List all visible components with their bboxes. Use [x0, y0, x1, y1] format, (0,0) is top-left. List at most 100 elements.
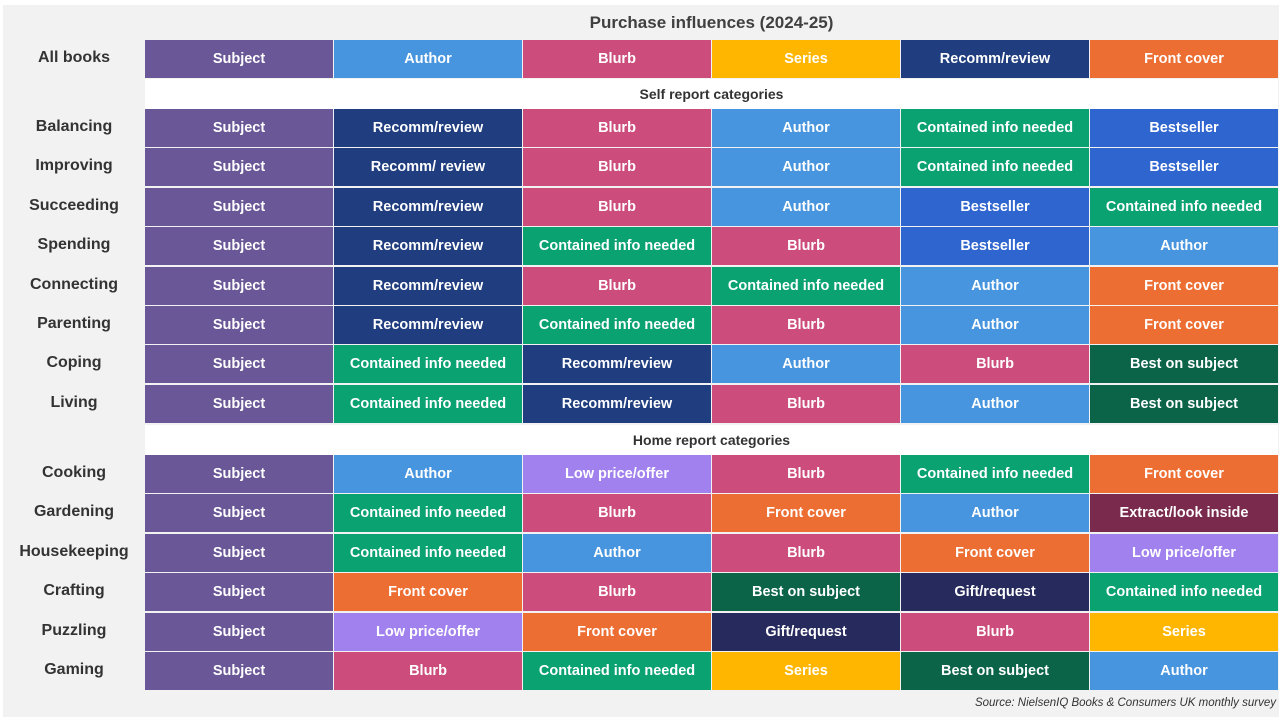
cell-coping-rank-5: Blurb — [901, 345, 1089, 383]
cell-housekeeping-rank-5: Front cover — [901, 534, 1089, 572]
cell-housekeeping-rank-1: Subject — [145, 534, 333, 572]
cell-gaming-rank-3: Contained info needed — [523, 652, 711, 690]
cell-coping-rank-4: Author — [712, 345, 900, 383]
section-heading-home-report-categories: Home report categories — [145, 425, 1278, 455]
cell-gardening-rank-4: Front cover — [712, 494, 900, 532]
cell-gardening-rank-2: Contained info needed — [334, 494, 522, 532]
section-heading-self-report-categories: Self report categories — [145, 79, 1278, 109]
cell-all-books-rank-4: Series — [712, 40, 900, 78]
cell-puzzling-rank-5: Blurb — [901, 613, 1089, 651]
cell-balancing-rank-4: Author — [712, 109, 900, 147]
cell-connecting-rank-1: Subject — [145, 267, 333, 305]
row-label-connecting: Connecting — [30, 276, 118, 293]
row-label-parenting: Parenting — [37, 315, 111, 332]
cell-coping-rank-2: Contained info needed — [334, 345, 522, 383]
row-label-gaming: Gaming — [44, 661, 104, 678]
row-label-coping: Coping — [46, 354, 102, 371]
cell-living-rank-5: Author — [901, 385, 1089, 423]
cell-all-books-rank-5: Recomm/review — [901, 40, 1089, 78]
cell-spending-rank-5: Bestseller — [901, 227, 1089, 265]
row-label-puzzling: Puzzling — [41, 622, 107, 639]
cell-gardening-rank-1: Subject — [145, 494, 333, 532]
cell-cooking-rank-4: Blurb — [712, 455, 900, 493]
cell-connecting-rank-4: Contained info needed — [712, 267, 900, 305]
cell-crafting-rank-3: Blurb — [523, 573, 711, 611]
cell-puzzling-rank-4: Gift/request — [712, 613, 900, 651]
cell-parenting-rank-6: Front cover — [1090, 306, 1278, 344]
row-label-spending: Spending — [37, 236, 111, 253]
cell-balancing-rank-5: Contained info needed — [901, 109, 1089, 147]
cell-living-rank-3: Recomm/review — [523, 385, 711, 423]
cell-improving-rank-4: Author — [712, 148, 900, 186]
cell-improving-rank-5: Contained info needed — [901, 148, 1089, 186]
cell-living-rank-1: Subject — [145, 385, 333, 423]
cell-improving-rank-2: Recomm/ review — [334, 148, 522, 186]
cell-housekeeping-rank-2: Contained info needed — [334, 534, 522, 572]
source-note: Source: NielsenIQ Books & Consumers UK m… — [974, 697, 1276, 709]
cell-spending-rank-6: Author — [1090, 227, 1278, 265]
cell-housekeeping-rank-4: Blurb — [712, 534, 900, 572]
cell-puzzling-rank-6: Series — [1090, 613, 1278, 651]
cell-living-rank-2: Contained info needed — [334, 385, 522, 423]
cell-succeeding-rank-1: Subject — [145, 188, 333, 226]
cell-succeeding-rank-5: Bestseller — [901, 188, 1089, 226]
row-label-cooking: Cooking — [42, 464, 106, 481]
cell-spending-rank-1: Subject — [145, 227, 333, 265]
cell-parenting-rank-4: Blurb — [712, 306, 900, 344]
cell-improving-rank-1: Subject — [145, 148, 333, 186]
cell-succeeding-rank-4: Author — [712, 188, 900, 226]
cell-cooking-rank-6: Front cover — [1090, 455, 1278, 493]
cell-gardening-rank-5: Author — [901, 494, 1089, 532]
cell-housekeeping-rank-6: Low price/offer — [1090, 534, 1278, 572]
row-label-balancing: Balancing — [35, 118, 113, 135]
cell-connecting-rank-2: Recomm/review — [334, 267, 522, 305]
cell-connecting-rank-3: Blurb — [523, 267, 711, 305]
cell-crafting-rank-2: Front cover — [334, 573, 522, 611]
cell-balancing-rank-3: Blurb — [523, 109, 711, 147]
row-label-living: Living — [50, 394, 98, 411]
cell-coping-rank-3: Recomm/review — [523, 345, 711, 383]
cell-crafting-rank-1: Subject — [145, 573, 333, 611]
cell-all-books-rank-1: Subject — [145, 40, 333, 78]
row-label-crafting: Crafting — [43, 582, 105, 599]
cell-coping-rank-6: Best on subject — [1090, 345, 1278, 383]
cell-all-books-rank-2: Author — [334, 40, 522, 78]
cell-balancing-rank-2: Recomm/review — [334, 109, 522, 147]
cell-gaming-rank-6: Author — [1090, 652, 1278, 690]
cell-living-rank-6: Best on subject — [1090, 385, 1278, 423]
cell-gaming-rank-4: Series — [712, 652, 900, 690]
cell-cooking-rank-3: Low price/offer — [523, 455, 711, 493]
cell-parenting-rank-3: Contained info needed — [523, 306, 711, 344]
row-label-gardening: Gardening — [33, 503, 114, 520]
cell-gaming-rank-1: Subject — [145, 652, 333, 690]
cell-cooking-rank-1: Subject — [145, 455, 333, 493]
cell-puzzling-rank-1: Subject — [145, 613, 333, 651]
cell-gaming-rank-5: Best on subject — [901, 652, 1089, 690]
cell-all-books-rank-6: Front cover — [1090, 40, 1278, 78]
cell-connecting-rank-6: Front cover — [1090, 267, 1278, 305]
cell-balancing-rank-6: Bestseller — [1090, 109, 1278, 147]
row-label-all-books: All books — [37, 49, 110, 66]
cell-cooking-rank-5: Contained info needed — [901, 455, 1089, 493]
chart-title: Purchase influences (2024-25) — [589, 13, 834, 32]
cell-connecting-rank-5: Author — [901, 267, 1089, 305]
cell-crafting-rank-5: Gift/request — [901, 573, 1089, 611]
cell-succeeding-rank-2: Recomm/review — [334, 188, 522, 226]
cell-living-rank-4: Blurb — [712, 385, 900, 423]
row-label-improving: Improving — [35, 157, 113, 174]
cell-gardening-rank-6: Extract/look inside — [1090, 494, 1278, 532]
cell-parenting-rank-5: Author — [901, 306, 1089, 344]
cell-all-books-rank-3: Blurb — [523, 40, 711, 78]
cell-gardening-rank-3: Blurb — [523, 494, 711, 532]
cell-improving-rank-6: Bestseller — [1090, 148, 1278, 186]
cell-cooking-rank-2: Author — [334, 455, 522, 493]
cell-puzzling-rank-2: Low price/offer — [334, 613, 522, 651]
cell-coping-rank-1: Subject — [145, 345, 333, 383]
cell-crafting-rank-4: Best on subject — [712, 573, 900, 611]
cell-parenting-rank-2: Recomm/review — [334, 306, 522, 344]
cell-gaming-rank-2: Blurb — [334, 652, 522, 690]
cell-spending-rank-2: Recomm/review — [334, 227, 522, 265]
row-label-housekeeping: Housekeeping — [19, 543, 129, 560]
cell-crafting-rank-6: Contained info needed — [1090, 573, 1278, 611]
cell-balancing-rank-1: Subject — [145, 109, 333, 147]
